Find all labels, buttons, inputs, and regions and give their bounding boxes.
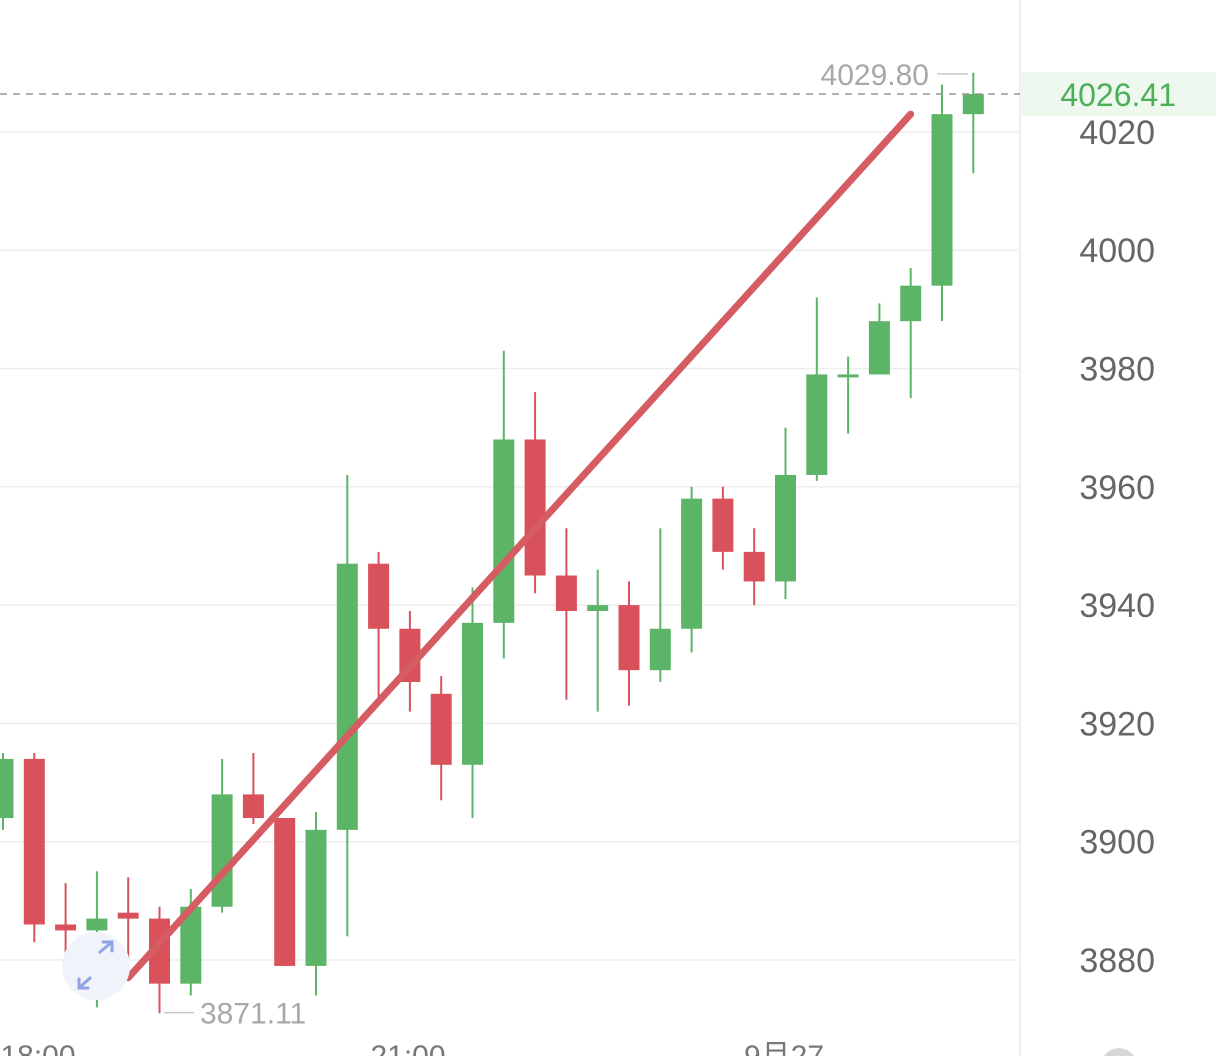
candle-body bbox=[587, 605, 609, 612]
candle bbox=[806, 297, 828, 481]
candle-body bbox=[931, 114, 953, 286]
candle-body bbox=[900, 285, 922, 322]
candle-body bbox=[806, 374, 828, 475]
candle bbox=[555, 528, 577, 700]
candle bbox=[305, 812, 327, 996]
candle bbox=[743, 528, 765, 606]
time-tick-label: 21:00 bbox=[370, 1040, 445, 1056]
expand-icon bbox=[77, 940, 114, 990]
candle bbox=[900, 267, 922, 399]
high-marker: 4029.80 bbox=[821, 59, 968, 92]
candle bbox=[681, 486, 703, 653]
candle bbox=[649, 528, 671, 682]
candle-body bbox=[649, 628, 671, 671]
candle bbox=[274, 818, 296, 966]
candle-body bbox=[775, 474, 796, 582]
high-price-label: 4029.80 bbox=[821, 59, 929, 92]
candles bbox=[0, 72, 984, 1014]
candle bbox=[368, 551, 390, 700]
candle bbox=[0, 752, 14, 830]
price-tick-label: 3940 bbox=[1079, 587, 1155, 625]
candle bbox=[775, 427, 796, 600]
price-tick-label: 3960 bbox=[1079, 469, 1155, 507]
candle-body bbox=[336, 563, 358, 830]
price-tick-label: 3980 bbox=[1079, 351, 1155, 389]
candle-body bbox=[211, 794, 233, 907]
candle-body bbox=[305, 829, 327, 966]
candle-body bbox=[743, 551, 765, 582]
candle-body bbox=[242, 794, 264, 819]
candle-body bbox=[86, 918, 108, 931]
candle bbox=[962, 72, 984, 174]
candle-body bbox=[368, 563, 390, 629]
scroll-handle[interactable] bbox=[1101, 1048, 1137, 1061]
candle bbox=[618, 581, 640, 706]
candle-body bbox=[681, 498, 703, 629]
candle-body bbox=[0, 758, 14, 819]
price-tick-label: 3880 bbox=[1079, 942, 1155, 980]
candle bbox=[493, 350, 515, 659]
candle-body bbox=[117, 912, 139, 919]
candle-body bbox=[962, 93, 984, 115]
candle-body bbox=[430, 693, 452, 765]
candle-body bbox=[524, 439, 546, 576]
expand-button[interactable] bbox=[62, 932, 130, 1000]
time-tick-label: 18:00 bbox=[0, 1040, 75, 1056]
candle bbox=[837, 356, 859, 434]
expand-button-background[interactable] bbox=[62, 932, 130, 1000]
low-price-label: 3871.11 bbox=[200, 998, 306, 1031]
candle-body bbox=[23, 758, 45, 925]
candle-body bbox=[180, 906, 202, 984]
time-axis: 18:00 21:00 9月27 bbox=[0, 1040, 824, 1061]
candle bbox=[524, 392, 546, 594]
candle bbox=[211, 758, 233, 913]
candle-body bbox=[837, 374, 859, 378]
candle-body bbox=[462, 622, 483, 765]
candle-body bbox=[712, 498, 734, 552]
price-tick-label: 3920 bbox=[1079, 705, 1155, 743]
price-tick-label: 4020 bbox=[1079, 114, 1155, 152]
price-tick-label: 4000 bbox=[1079, 232, 1155, 270]
candle bbox=[23, 752, 45, 943]
candle bbox=[462, 587, 483, 819]
candle-body bbox=[618, 605, 640, 671]
last-price-marker: 4026.41 bbox=[0, 71, 1216, 116]
low-marker: 3871.11 bbox=[164, 998, 306, 1031]
candle-body bbox=[555, 575, 577, 612]
last-price-label: 4026.41 bbox=[1060, 77, 1176, 113]
last-price-background bbox=[1020, 71, 1216, 116]
time-tick-label: 9月27 bbox=[744, 1040, 824, 1056]
candle-body bbox=[868, 321, 890, 375]
candle bbox=[868, 303, 890, 375]
candle-body bbox=[274, 818, 296, 966]
candle bbox=[587, 569, 609, 712]
price-tick-label: 3900 bbox=[1079, 824, 1155, 862]
candle-body bbox=[55, 924, 77, 931]
candle bbox=[712, 486, 734, 570]
candle-body bbox=[493, 439, 515, 623]
candle bbox=[430, 676, 452, 801]
price-axis: 3880 3900 3920 3940 3960 3980 4000 4020 bbox=[1079, 114, 1155, 980]
candle bbox=[149, 906, 170, 1014]
candle bbox=[242, 752, 264, 824]
candle bbox=[336, 474, 358, 937]
candle bbox=[931, 84, 953, 322]
trendline[interactable] bbox=[124, 110, 915, 982]
